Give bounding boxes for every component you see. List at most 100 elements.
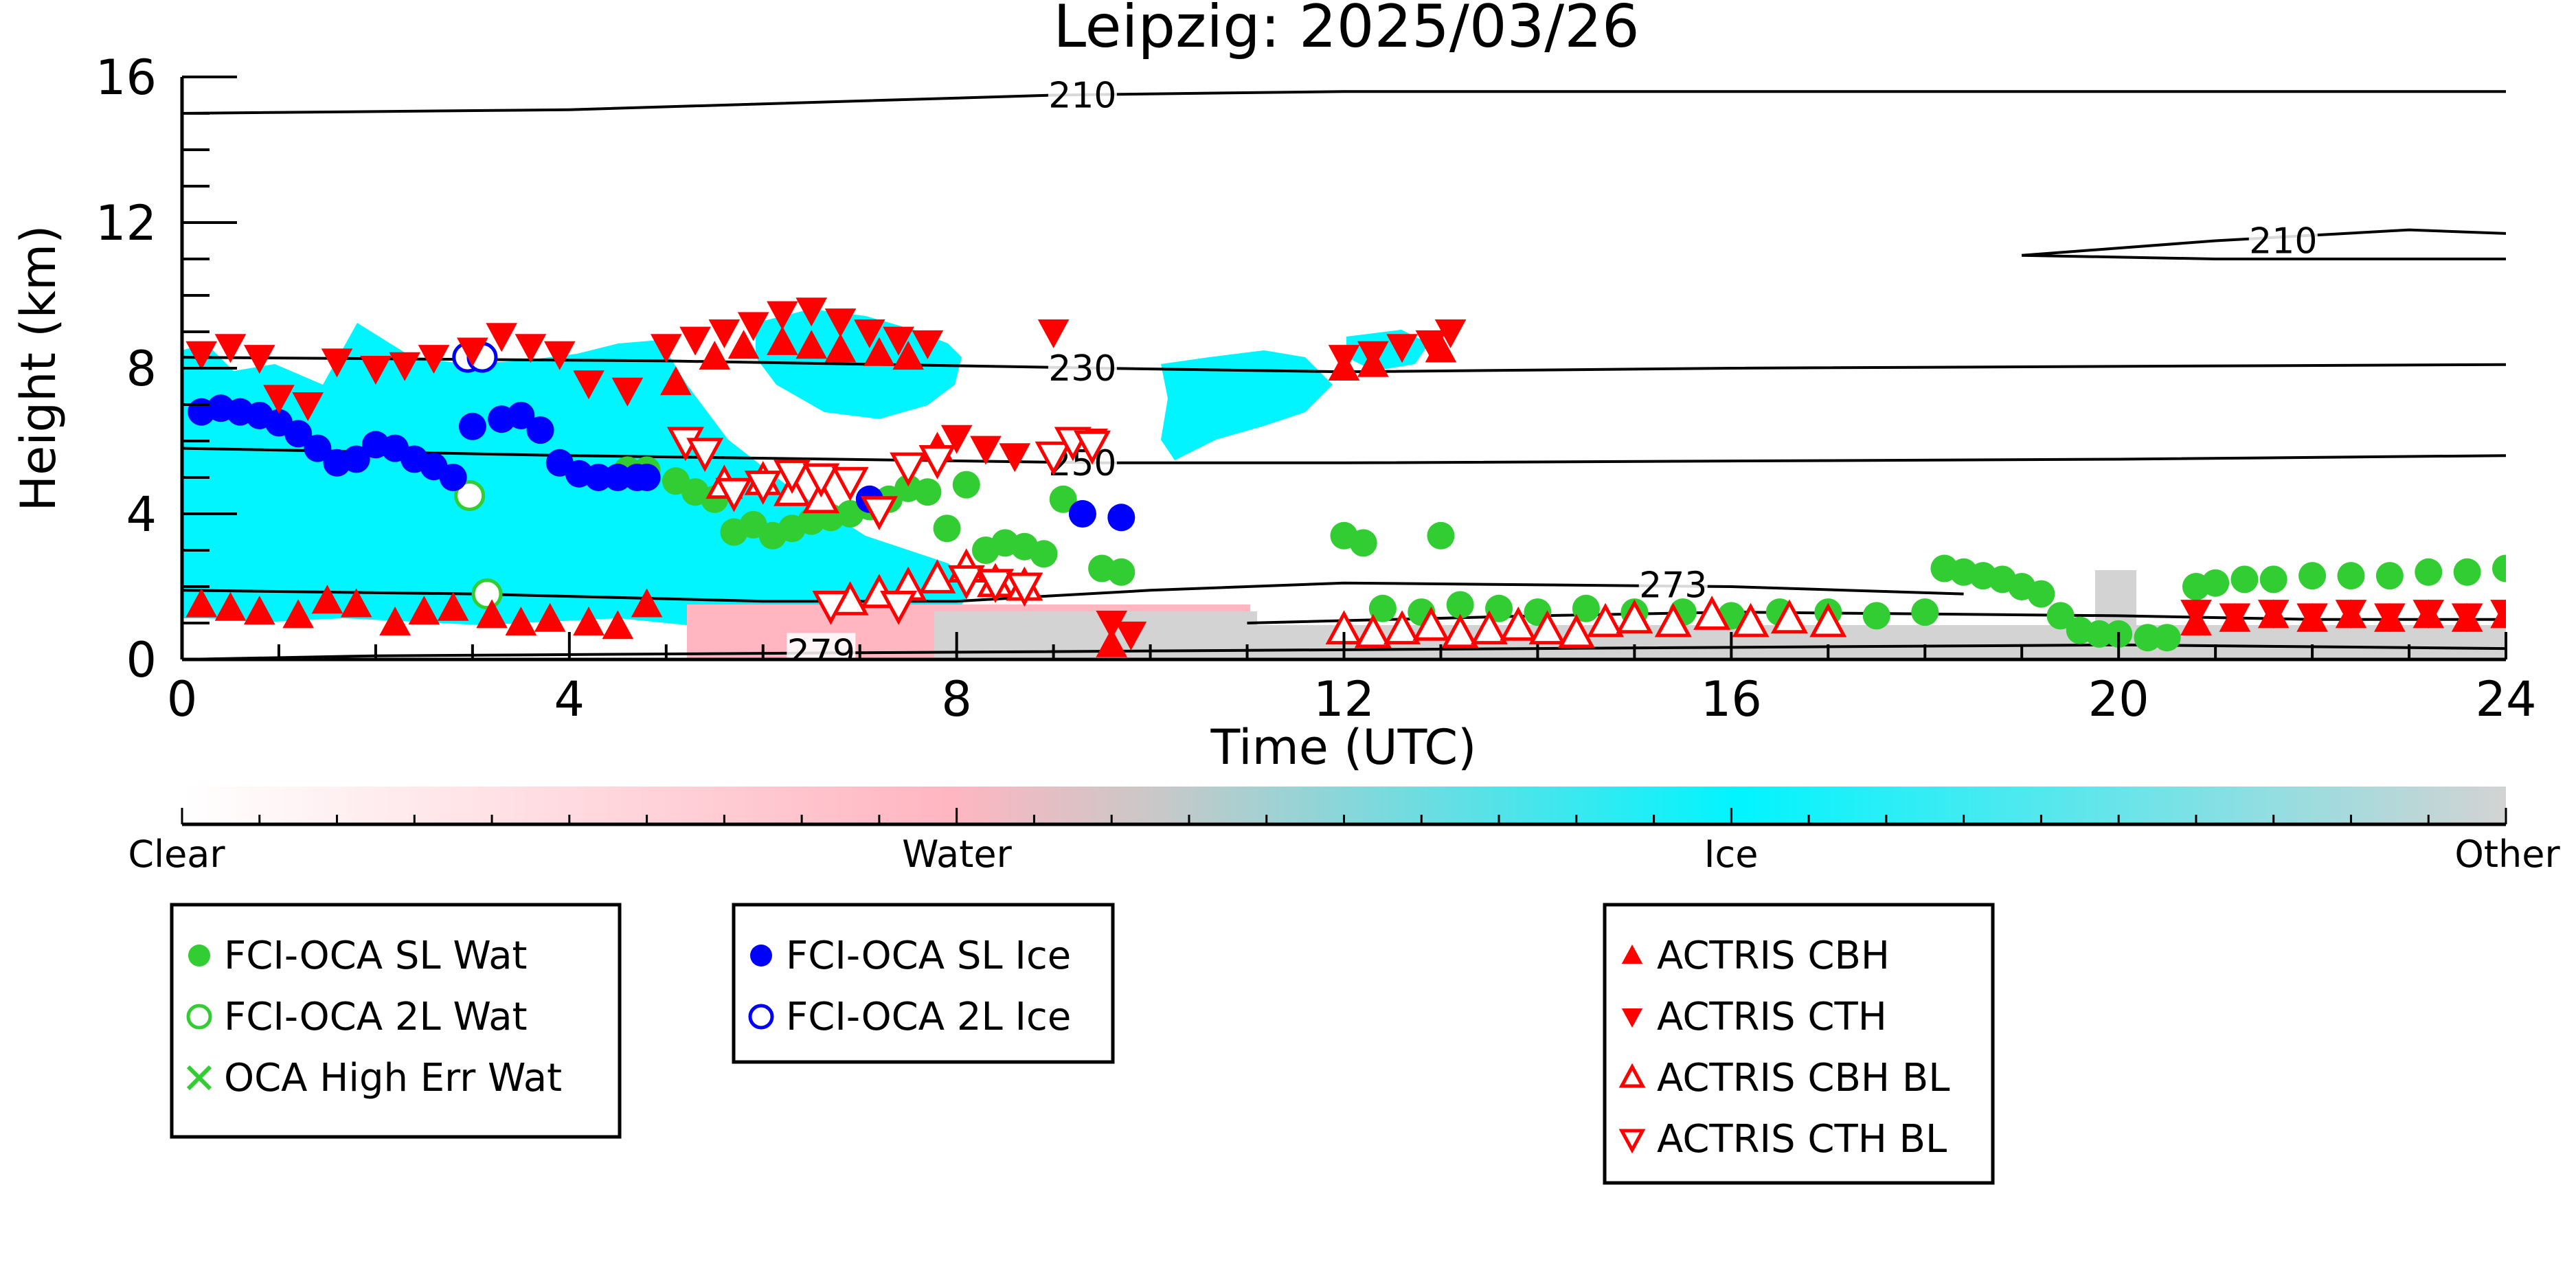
legend-marker-actris-cth bbox=[1621, 1008, 1643, 1028]
axes: 0 4 8 12 16 20 24 0 4 8 12 16 bbox=[95, 49, 2537, 727]
point-fci-oca-sl-ice bbox=[507, 401, 535, 429]
point-fci-oca-sl-wat bbox=[914, 478, 942, 506]
point-fci-oca-sl-wat bbox=[1349, 529, 1377, 557]
point-fci-oca-sl-wat bbox=[1862, 602, 1890, 630]
point-actris-cbh-bl bbox=[1383, 610, 1421, 645]
point-actris-cth bbox=[912, 330, 944, 359]
y-tick-label: 12 bbox=[95, 195, 157, 251]
contour-label-bg-1 bbox=[2248, 221, 2318, 258]
point-actris-cth bbox=[650, 334, 682, 363]
legend-marker-fci-oca-2l-ice bbox=[748, 1004, 774, 1030]
point-fci-oca-sl-wat bbox=[2153, 624, 2181, 652]
point-fci-oca-2l-wat bbox=[471, 578, 503, 610]
point-actris-cth bbox=[1386, 334, 1418, 363]
point-actris-cbh bbox=[476, 599, 508, 629]
point-actris-cth bbox=[1357, 341, 1389, 370]
y-tick-label: 4 bbox=[126, 486, 157, 543]
point-actris-cth bbox=[1115, 621, 1147, 651]
point-actris-cbh bbox=[1096, 628, 1127, 657]
colorbar-label-water: Water bbox=[902, 833, 1012, 876]
point-actris-cbh-bl bbox=[1732, 602, 1770, 637]
contour-label-bg-7 bbox=[787, 633, 856, 659]
contour-273-line-5 bbox=[182, 581, 1964, 603]
legend-label-fci-oca-2l-wat: FCI-OCA 2L Wat bbox=[224, 995, 528, 1039]
point-fci-oca-sl-wat bbox=[2085, 620, 2113, 648]
point-actris-cth bbox=[824, 308, 857, 338]
point-fci-oca-sl-ice bbox=[458, 412, 486, 440]
point-actris-cth bbox=[767, 301, 798, 330]
point-fci-oca-sl-wat bbox=[1049, 485, 1077, 513]
point-actris-cbh bbox=[185, 588, 217, 618]
point-actris-cth bbox=[418, 345, 450, 374]
point-actris-cbh-bl bbox=[1587, 602, 1625, 637]
y-ticks: 0 4 8 12 16 bbox=[95, 49, 237, 688]
point-fci-oca-sl-wat bbox=[1107, 558, 1136, 586]
point-actris-cbh-bl bbox=[918, 559, 956, 594]
point-actris-cth bbox=[2219, 603, 2251, 633]
legend-marker-actris-cth-bl bbox=[1618, 1129, 1646, 1154]
point-actris-cth-bl bbox=[1006, 572, 1043, 607]
point-actris-cth bbox=[486, 323, 517, 352]
point-fci-oca-sl-wat bbox=[2202, 569, 2230, 597]
point-actris-cth-bl bbox=[686, 438, 724, 473]
point-actris-cbh bbox=[214, 591, 247, 621]
point-fci-oca-sl-ice bbox=[1068, 500, 1096, 528]
point-actris-cth-bl bbox=[977, 569, 1015, 603]
point-actris-cbh bbox=[892, 341, 924, 370]
point-actris-cth bbox=[1415, 330, 1447, 359]
classification-colorbar: Clear Water Ice Other bbox=[128, 787, 2560, 876]
point-actris-cbh bbox=[795, 330, 828, 359]
point-actris-cth bbox=[1096, 611, 1127, 640]
point-fci-oca-sl-wat bbox=[1485, 594, 1513, 622]
point-fci-oca-sl-wat bbox=[2230, 565, 2259, 594]
point-actris-cth bbox=[263, 385, 295, 414]
point-actris-cth-bl bbox=[812, 591, 850, 625]
contour-label-210: 210 bbox=[1048, 76, 1116, 117]
point-actris-cbh bbox=[505, 607, 537, 635]
point-actris-cbh-bl bbox=[1441, 613, 1479, 648]
x-tick-label: 8 bbox=[941, 671, 972, 727]
point-actris-cbh-bl bbox=[1616, 599, 1653, 634]
legend-marker-fci-oca-sl-ice bbox=[750, 945, 772, 967]
legend-label-oca-high-err-wat: OCA High Err Wat bbox=[224, 1056, 562, 1100]
point-actris-cth bbox=[2490, 600, 2506, 629]
point-actris-cth bbox=[1434, 319, 1467, 348]
point-actris-cth bbox=[970, 436, 1002, 465]
point-actris-cbh-bl bbox=[1500, 607, 1537, 641]
point-fci-oca-sl-wat bbox=[2298, 562, 2327, 590]
point-actris-cth-bl bbox=[880, 591, 918, 625]
point-actris-cth bbox=[2335, 600, 2367, 629]
point-actris-cth-bl bbox=[831, 466, 869, 501]
point-actris-cth bbox=[389, 352, 421, 381]
point-fci-oca-sl-wat bbox=[2492, 554, 2506, 583]
legend-label-fci-oca-sl-ice: FCI-OCA SL Ice bbox=[786, 934, 1071, 978]
point-fci-oca-sl-wat bbox=[933, 515, 961, 543]
point-actris-cth-bl bbox=[1035, 441, 1072, 476]
legend-frame bbox=[170, 903, 622, 1139]
legend-label-fci-oca-2l-ice: FCI-OCA 2L Ice bbox=[786, 995, 1071, 1039]
point-fci-oca-sl-wat bbox=[1572, 594, 1600, 622]
point-fci-oca-sl-wat bbox=[2134, 624, 2162, 652]
point-actris-cth bbox=[2257, 600, 2290, 629]
contour-label-279: 279 bbox=[787, 632, 855, 673]
point-fci-oca-sl-wat bbox=[1911, 598, 1939, 626]
y-axis-label: Height (km) bbox=[10, 225, 67, 512]
point-fci-oca-sl-ice bbox=[526, 416, 554, 444]
point-actris-cth bbox=[2413, 600, 2445, 629]
legend-marker-actris-cbh bbox=[1621, 945, 1643, 964]
point-fci-oca-sl-wat bbox=[1368, 594, 1397, 622]
point-fci-oca-sl-ice bbox=[633, 464, 661, 491]
point-actris-cbh bbox=[824, 333, 857, 363]
point-actris-cth bbox=[1328, 345, 1360, 374]
point-fci-oca-sl-wat bbox=[2415, 558, 2443, 586]
series-fci-oca-2l-wat bbox=[454, 480, 503, 610]
legend-label-actris-cbh: ACTRIS CBH bbox=[1657, 934, 1890, 978]
x-tick-label: 24 bbox=[2475, 671, 2536, 727]
point-actris-cbh bbox=[379, 607, 411, 635]
data-series bbox=[185, 297, 2506, 657]
legend-marker-oca-high-err-wat bbox=[186, 1065, 212, 1091]
point-fci-oca-sl-wat bbox=[2375, 562, 2404, 590]
point-actris-cth-bl bbox=[890, 452, 927, 487]
point-actris-cth bbox=[214, 334, 247, 363]
